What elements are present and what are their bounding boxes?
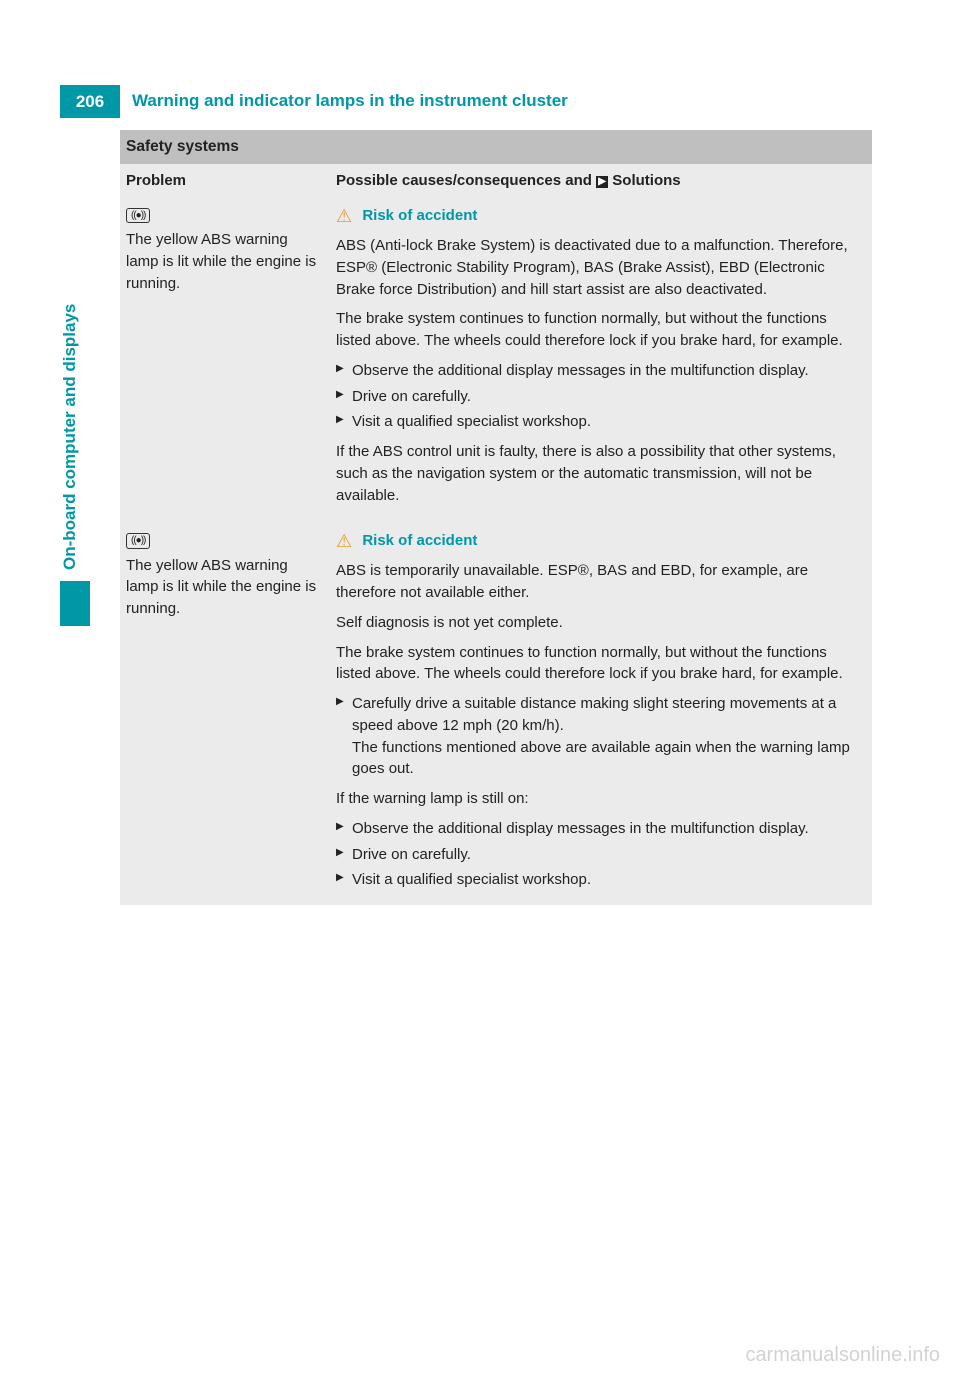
action-list: Observe the additional display messages … (336, 360, 862, 433)
warning-triangle-icon: ⚠ (336, 531, 352, 551)
page-title: Warning and indicator lamps in the instr… (120, 85, 960, 118)
warning-triangle-icon: ⚠ (336, 206, 352, 226)
side-tab-marker (60, 581, 90, 626)
side-tab: On-board computer and displays (60, 235, 90, 595)
page-number-badge: 206 (60, 85, 120, 118)
table-row: The yellow ABS warning lamp is lit while… (120, 195, 872, 520)
action-item: Visit a qualified specialist workshop. (336, 869, 862, 891)
action-list: Carefully drive a suitable distance maki… (336, 693, 862, 780)
column-header-problem: Problem (120, 164, 330, 195)
action-item: Drive on carefully. (336, 844, 862, 866)
troubleshooting-table: Problem Possible causes/consequences and… (120, 164, 872, 905)
cause-paragraph: The brake system continues to function n… (336, 642, 862, 686)
action-item: Observe the additional display messages … (336, 818, 862, 840)
column-header-solutions: Possible causes/consequences and ▶ Solut… (330, 164, 872, 195)
problem-text: The yellow ABS warning lamp is lit while… (126, 231, 316, 292)
cause-paragraph: ABS (Anti-lock Brake System) is deactiva… (336, 235, 862, 300)
solution-body: ABS is temporarily unavailable. ESP®, BA… (336, 560, 862, 891)
main-content: Safety systems Problem Possible causes/c… (120, 130, 872, 905)
post-note: If the ABS control unit is faulty, there… (336, 441, 862, 506)
action-item: Visit a qualified specialist workshop. (336, 411, 862, 433)
abs-warning-icon (126, 533, 150, 548)
solution-body: ABS (Anti-lock Brake System) is deactiva… (336, 235, 862, 506)
action-item: Drive on carefully. (336, 386, 862, 408)
mid-note: If the warning lamp is still on: (336, 788, 862, 810)
section-heading: Safety systems (120, 130, 872, 164)
solutions-arrow-icon: ▶ (596, 176, 608, 188)
watermark: carmanualsonline.info (745, 1344, 940, 1367)
side-tab-label: On-board computer and displays (60, 235, 80, 570)
solutions-header-prefix: Possible causes/consequences and (336, 172, 596, 189)
cause-paragraph: ABS is temporarily unavailable. ESP®, BA… (336, 560, 862, 604)
cause-paragraph: The brake system continues to function n… (336, 308, 862, 352)
risk-label: Risk of accident (362, 207, 477, 224)
table-row: The yellow ABS warning lamp is lit while… (120, 520, 872, 905)
problem-text: The yellow ABS warning lamp is lit while… (126, 557, 316, 618)
action-item: Carefully drive a suitable distance maki… (336, 693, 862, 780)
abs-warning-icon (126, 208, 150, 223)
risk-label: Risk of accident (362, 532, 477, 549)
action-item: Observe the additional display messages … (336, 360, 862, 382)
action-list: Observe the additional display messages … (336, 818, 862, 891)
solutions-header-suffix: Solutions (608, 172, 681, 189)
cause-paragraph: Self diagnosis is not yet complete. (336, 612, 862, 634)
